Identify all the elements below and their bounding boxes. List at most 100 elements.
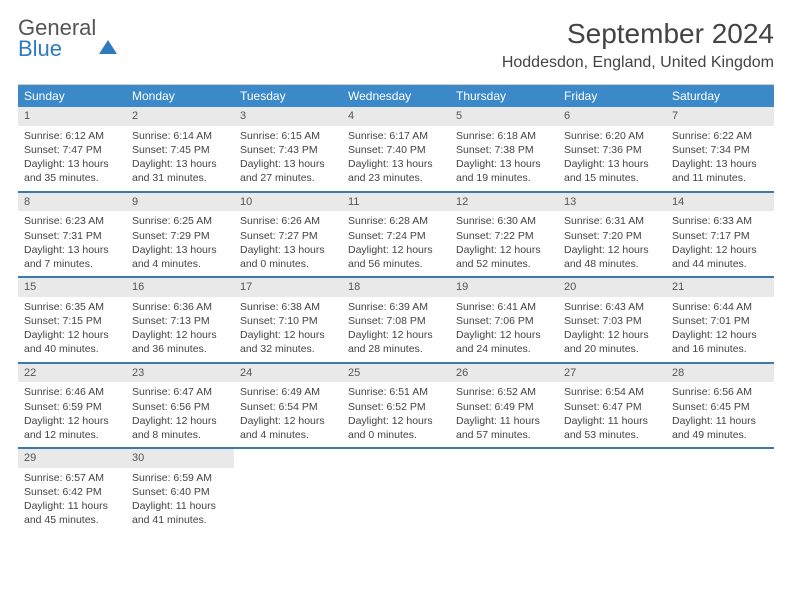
day-info: Sunrise: 6:56 AMSunset: 6:45 PMDaylight:… xyxy=(666,382,774,447)
daylight-line: Daylight: 12 hours and 16 minutes. xyxy=(672,328,768,356)
sunrise-line: Sunrise: 6:49 AM xyxy=(240,385,336,399)
day-info: Sunrise: 6:30 AMSunset: 7:22 PMDaylight:… xyxy=(450,211,558,276)
sunrise-line: Sunrise: 6:35 AM xyxy=(24,300,120,314)
sunset-line: Sunset: 7:29 PM xyxy=(132,229,228,243)
day-info: Sunrise: 6:28 AMSunset: 7:24 PMDaylight:… xyxy=(342,211,450,276)
dow-wednesday: Wednesday xyxy=(342,85,450,107)
day-cell: 3Sunrise: 6:15 AMSunset: 7:43 PMDaylight… xyxy=(234,107,342,191)
daylight-line: Daylight: 12 hours and 8 minutes. xyxy=(132,414,228,442)
day-info: Sunrise: 6:17 AMSunset: 7:40 PMDaylight:… xyxy=(342,126,450,191)
dow-tuesday: Tuesday xyxy=(234,85,342,107)
day-cell: 25Sunrise: 6:51 AMSunset: 6:52 PMDayligh… xyxy=(342,364,450,448)
sunrise-line: Sunrise: 6:33 AM xyxy=(672,214,768,228)
daylight-line: Daylight: 12 hours and 40 minutes. xyxy=(24,328,120,356)
sunrise-line: Sunrise: 6:14 AM xyxy=(132,129,228,143)
sunrise-line: Sunrise: 6:15 AM xyxy=(240,129,336,143)
day-number: 5 xyxy=(450,107,558,126)
day-cell: 16Sunrise: 6:36 AMSunset: 7:13 PMDayligh… xyxy=(126,278,234,362)
sunset-line: Sunset: 6:56 PM xyxy=(132,400,228,414)
sunset-line: Sunset: 7:10 PM xyxy=(240,314,336,328)
day-info: Sunrise: 6:15 AMSunset: 7:43 PMDaylight:… xyxy=(234,126,342,191)
day-cell: 21Sunrise: 6:44 AMSunset: 7:01 PMDayligh… xyxy=(666,278,774,362)
sunset-line: Sunset: 7:31 PM xyxy=(24,229,120,243)
sunrise-line: Sunrise: 6:57 AM xyxy=(24,471,120,485)
day-cell: 8Sunrise: 6:23 AMSunset: 7:31 PMDaylight… xyxy=(18,193,126,277)
day-cell: 27Sunrise: 6:54 AMSunset: 6:47 PMDayligh… xyxy=(558,364,666,448)
day-number: 4 xyxy=(342,107,450,126)
daylight-line: Daylight: 12 hours and 44 minutes. xyxy=(672,243,768,271)
week-row: 1Sunrise: 6:12 AMSunset: 7:47 PMDaylight… xyxy=(18,107,774,193)
calendar: SundayMondayTuesdayWednesdayThursdayFrid… xyxy=(18,84,774,533)
daylight-line: Daylight: 12 hours and 28 minutes. xyxy=(348,328,444,356)
sunset-line: Sunset: 7:17 PM xyxy=(672,229,768,243)
header: General Blue September 2024 Hoddesdon, E… xyxy=(18,18,774,72)
day-number: 30 xyxy=(126,449,234,468)
day-cell: 22Sunrise: 6:46 AMSunset: 6:59 PMDayligh… xyxy=(18,364,126,448)
sunset-line: Sunset: 7:22 PM xyxy=(456,229,552,243)
day-info: Sunrise: 6:36 AMSunset: 7:13 PMDaylight:… xyxy=(126,297,234,362)
daylight-line: Daylight: 13 hours and 4 minutes. xyxy=(132,243,228,271)
week-row: 8Sunrise: 6:23 AMSunset: 7:31 PMDaylight… xyxy=(18,193,774,279)
daylight-line: Daylight: 12 hours and 48 minutes. xyxy=(564,243,660,271)
sunset-line: Sunset: 6:59 PM xyxy=(24,400,120,414)
day-number: 21 xyxy=(666,278,774,297)
sunrise-line: Sunrise: 6:43 AM xyxy=(564,300,660,314)
day-cell xyxy=(666,449,774,533)
sunrise-line: Sunrise: 6:39 AM xyxy=(348,300,444,314)
day-cell: 30Sunrise: 6:59 AMSunset: 6:40 PMDayligh… xyxy=(126,449,234,533)
day-number: 23 xyxy=(126,364,234,383)
sunrise-line: Sunrise: 6:30 AM xyxy=(456,214,552,228)
sunrise-line: Sunrise: 6:44 AM xyxy=(672,300,768,314)
sunrise-line: Sunrise: 6:38 AM xyxy=(240,300,336,314)
sunset-line: Sunset: 7:45 PM xyxy=(132,143,228,157)
day-number: 13 xyxy=(558,193,666,212)
dow-sunday: Sunday xyxy=(18,85,126,107)
daylight-line: Daylight: 11 hours and 57 minutes. xyxy=(456,414,552,442)
day-number: 10 xyxy=(234,193,342,212)
sunset-line: Sunset: 6:45 PM xyxy=(672,400,768,414)
sunrise-line: Sunrise: 6:12 AM xyxy=(24,129,120,143)
sunrise-line: Sunrise: 6:51 AM xyxy=(348,385,444,399)
day-number: 18 xyxy=(342,278,450,297)
sunrise-line: Sunrise: 6:26 AM xyxy=(240,214,336,228)
day-cell: 10Sunrise: 6:26 AMSunset: 7:27 PMDayligh… xyxy=(234,193,342,277)
sunset-line: Sunset: 6:47 PM xyxy=(564,400,660,414)
daylight-line: Daylight: 12 hours and 20 minutes. xyxy=(564,328,660,356)
month-title: September 2024 xyxy=(502,18,774,50)
day-cell: 28Sunrise: 6:56 AMSunset: 6:45 PMDayligh… xyxy=(666,364,774,448)
daylight-line: Daylight: 12 hours and 0 minutes. xyxy=(348,414,444,442)
week-row: 22Sunrise: 6:46 AMSunset: 6:59 PMDayligh… xyxy=(18,364,774,450)
day-number: 8 xyxy=(18,193,126,212)
sunrise-line: Sunrise: 6:54 AM xyxy=(564,385,660,399)
weeks-container: 1Sunrise: 6:12 AMSunset: 7:47 PMDaylight… xyxy=(18,107,774,533)
dow-row: SundayMondayTuesdayWednesdayThursdayFrid… xyxy=(18,85,774,107)
day-number: 20 xyxy=(558,278,666,297)
sunrise-line: Sunrise: 6:36 AM xyxy=(132,300,228,314)
location: Hoddesdon, England, United Kingdom xyxy=(502,54,774,72)
day-info: Sunrise: 6:31 AMSunset: 7:20 PMDaylight:… xyxy=(558,211,666,276)
day-cell: 4Sunrise: 6:17 AMSunset: 7:40 PMDaylight… xyxy=(342,107,450,191)
daylight-line: Daylight: 13 hours and 27 minutes. xyxy=(240,157,336,185)
dow-monday: Monday xyxy=(126,85,234,107)
sunset-line: Sunset: 7:38 PM xyxy=(456,143,552,157)
day-number: 25 xyxy=(342,364,450,383)
sunset-line: Sunset: 7:03 PM xyxy=(564,314,660,328)
day-info: Sunrise: 6:59 AMSunset: 6:40 PMDaylight:… xyxy=(126,468,234,533)
sunset-line: Sunset: 6:42 PM xyxy=(24,485,120,499)
day-cell: 18Sunrise: 6:39 AMSunset: 7:08 PMDayligh… xyxy=(342,278,450,362)
day-info: Sunrise: 6:14 AMSunset: 7:45 PMDaylight:… xyxy=(126,126,234,191)
sunrise-line: Sunrise: 6:22 AM xyxy=(672,129,768,143)
daylight-line: Daylight: 12 hours and 4 minutes. xyxy=(240,414,336,442)
day-info: Sunrise: 6:43 AMSunset: 7:03 PMDaylight:… xyxy=(558,297,666,362)
day-number: 9 xyxy=(126,193,234,212)
day-info: Sunrise: 6:54 AMSunset: 6:47 PMDaylight:… xyxy=(558,382,666,447)
day-cell xyxy=(342,449,450,533)
day-number: 12 xyxy=(450,193,558,212)
day-info: Sunrise: 6:25 AMSunset: 7:29 PMDaylight:… xyxy=(126,211,234,276)
day-info: Sunrise: 6:20 AMSunset: 7:36 PMDaylight:… xyxy=(558,126,666,191)
day-info: Sunrise: 6:12 AMSunset: 7:47 PMDaylight:… xyxy=(18,126,126,191)
daylight-line: Daylight: 13 hours and 31 minutes. xyxy=(132,157,228,185)
sunrise-line: Sunrise: 6:25 AM xyxy=(132,214,228,228)
day-cell: 6Sunrise: 6:20 AMSunset: 7:36 PMDaylight… xyxy=(558,107,666,191)
sunset-line: Sunset: 7:40 PM xyxy=(348,143,444,157)
